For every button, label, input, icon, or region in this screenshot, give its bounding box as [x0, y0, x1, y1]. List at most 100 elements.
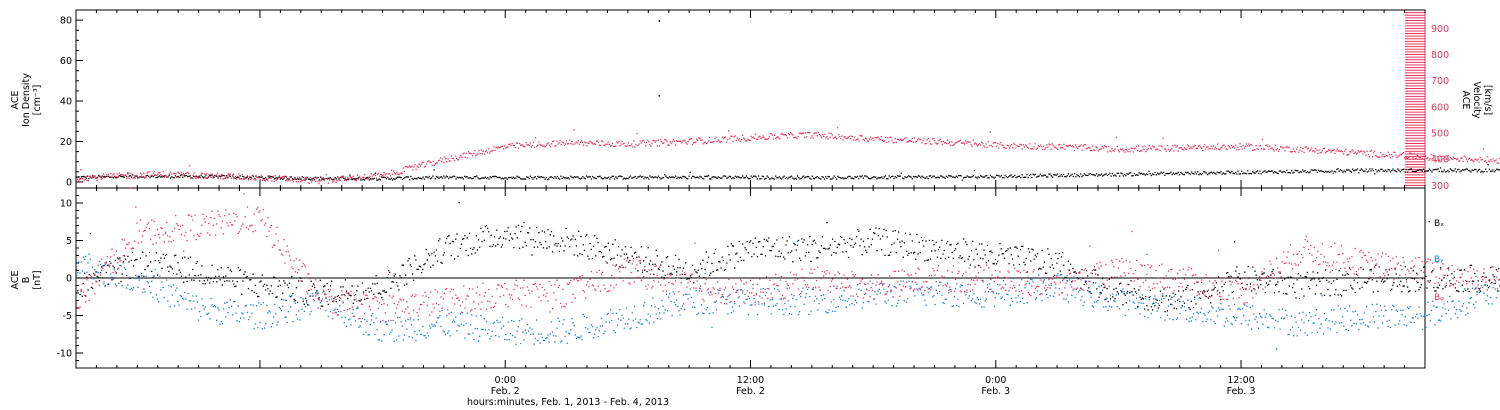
ion-density-point — [1042, 175, 1044, 177]
velocity-point — [1432, 154, 1434, 157]
by-point — [418, 330, 421, 332]
velocity-point — [1290, 151, 1292, 153]
bx-point — [1083, 283, 1085, 286]
by-point — [399, 316, 401, 319]
ion-density-point — [428, 175, 430, 178]
velocity-point — [1134, 147, 1137, 149]
velocity-point — [957, 140, 959, 143]
velocity-point — [586, 145, 588, 147]
velocity-point — [1175, 146, 1177, 148]
by-point — [217, 307, 219, 309]
velocity-point — [799, 132, 801, 134]
bx-point — [1028, 251, 1031, 253]
ion-density-point — [845, 177, 848, 180]
bx-point — [155, 252, 157, 254]
bx-point — [1469, 264, 1471, 267]
velocity-point — [208, 173, 210, 176]
by-point — [183, 298, 185, 300]
bx-point — [195, 262, 197, 265]
bx-point — [115, 272, 118, 274]
bx-point — [1208, 295, 1211, 298]
ion-density-point — [232, 175, 234, 177]
velocity-point — [342, 175, 345, 177]
ion-density-point — [1469, 170, 1471, 172]
bx-point — [329, 285, 332, 287]
velocity-point — [425, 165, 427, 168]
ion-density-point — [811, 175, 813, 177]
ion-density-point — [471, 178, 473, 180]
velocity-point — [869, 138, 871, 140]
ion-density-point — [1252, 171, 1254, 173]
velocity-point — [148, 171, 150, 173]
ion-density-point — [1098, 174, 1100, 176]
bx-point — [1054, 274, 1056, 276]
bx-point — [1235, 270, 1237, 272]
ion-density-point — [116, 177, 118, 179]
velocity-point — [702, 143, 704, 145]
velocity-point — [1283, 147, 1285, 149]
velocity-point — [442, 158, 444, 160]
bx-point — [1239, 278, 1241, 280]
bx-point — [1142, 298, 1145, 300]
velocity-point — [240, 178, 242, 180]
velocity-point — [800, 133, 803, 135]
velocity-point — [889, 136, 891, 138]
ion-density-point — [573, 176, 576, 178]
bx-point — [267, 287, 269, 290]
ion-density-point — [354, 178, 356, 180]
bx-point — [521, 225, 523, 228]
ion-density-point — [613, 178, 616, 180]
by-point — [457, 324, 459, 326]
ion-density-point — [1167, 172, 1170, 175]
bx-point — [1109, 298, 1112, 300]
bx-point — [662, 270, 664, 272]
bx-point — [251, 290, 253, 292]
velocity-point — [1165, 150, 1168, 152]
bx-point — [348, 292, 350, 294]
bx-point — [419, 266, 422, 268]
velocity-point — [649, 143, 651, 146]
bx-point — [1468, 290, 1470, 293]
ion-density-point — [383, 176, 385, 178]
ion-density-point — [158, 175, 161, 177]
bx-point — [805, 251, 808, 254]
velocity-point — [1063, 143, 1065, 146]
ion-density-point — [1149, 173, 1151, 175]
ion-density-point — [914, 176, 916, 178]
velocity-point — [293, 178, 296, 180]
ion-density-point — [844, 177, 846, 179]
velocity-point — [1350, 151, 1352, 153]
bx-point — [1303, 295, 1305, 297]
bx-point — [752, 242, 754, 244]
velocity-point — [835, 138, 838, 140]
bx-point — [735, 253, 737, 255]
ion-density-point — [1302, 169, 1304, 171]
bx-point — [846, 241, 849, 244]
bx-point — [1003, 257, 1006, 259]
ion-density-point — [971, 175, 973, 178]
velocity-point — [124, 175, 126, 177]
bx-point — [343, 294, 345, 296]
velocity-point — [616, 141, 618, 143]
bx-point — [1354, 291, 1356, 294]
velocity-point — [127, 173, 129, 175]
bx-point — [1463, 268, 1466, 271]
bx-point — [254, 284, 257, 287]
ion-density-point — [1047, 176, 1049, 178]
by-point — [354, 320, 357, 322]
velocity-point — [1168, 150, 1171, 152]
ion-density-point — [1249, 172, 1251, 175]
bx-point — [1397, 277, 1400, 279]
ion-density-point — [1194, 171, 1196, 173]
velocity-point — [544, 146, 546, 148]
velocity-point — [354, 179, 356, 182]
velocity-point — [338, 179, 340, 181]
ion-density-point — [1161, 172, 1164, 175]
velocity-point — [184, 172, 187, 175]
bx-point — [1422, 266, 1425, 268]
ion-density-point — [108, 176, 111, 179]
bx-point — [82, 282, 85, 285]
velocity-point — [486, 151, 489, 154]
ion-density-point — [443, 175, 445, 177]
velocity-point — [918, 137, 920, 139]
